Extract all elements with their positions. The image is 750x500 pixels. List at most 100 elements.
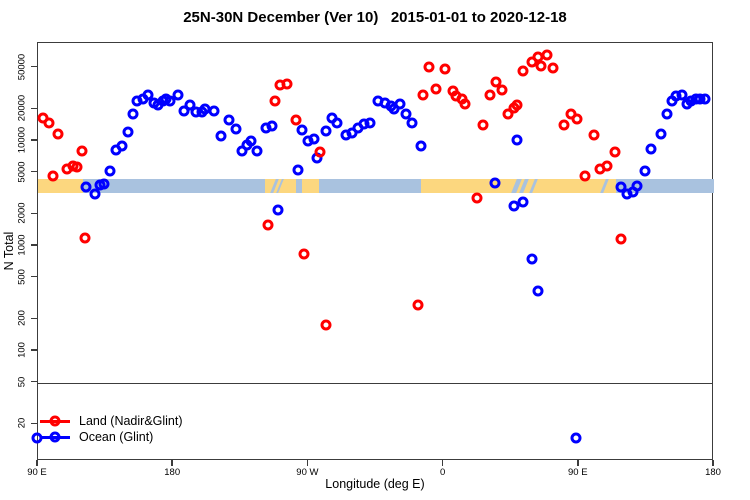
data-point-land bbox=[269, 95, 281, 107]
map-band-land-segment bbox=[38, 178, 84, 193]
data-point-ocean bbox=[331, 117, 343, 129]
data-point-land bbox=[588, 129, 600, 141]
y-axis-tick-label: 1000 bbox=[16, 234, 28, 256]
data-point-land bbox=[79, 232, 91, 244]
data-point-land bbox=[517, 65, 529, 77]
x-axis-tick bbox=[441, 460, 444, 466]
data-point-ocean bbox=[266, 120, 278, 132]
data-point-ocean bbox=[184, 99, 196, 111]
data-point-ocean bbox=[215, 130, 227, 142]
data-point-land bbox=[579, 170, 591, 182]
y-axis-tick-label: 50000 bbox=[16, 53, 28, 80]
legend-item-ocean: Ocean (Glint) bbox=[40, 429, 183, 445]
data-point-ocean bbox=[292, 164, 304, 176]
x-axis-tick-label: 180 bbox=[164, 467, 181, 478]
data-point-ocean bbox=[230, 123, 242, 135]
data-point-land bbox=[609, 146, 621, 158]
data-point-ocean bbox=[308, 133, 320, 145]
legend-land-label: Land (Nadir&Glint) bbox=[79, 414, 183, 428]
data-point-land bbox=[262, 219, 274, 231]
data-point-ocean bbox=[532, 285, 544, 297]
data-point-ocean bbox=[320, 125, 332, 137]
data-point-land bbox=[314, 146, 326, 158]
y-axis-tick-label: 2000 bbox=[16, 202, 28, 224]
data-point-ocean bbox=[406, 117, 418, 129]
legend-ocean-symbol bbox=[40, 431, 70, 443]
data-point-land bbox=[511, 99, 523, 111]
data-point-ocean bbox=[639, 165, 651, 177]
data-point-land bbox=[52, 128, 64, 140]
data-point-land bbox=[430, 83, 442, 95]
data-point-ocean bbox=[699, 93, 711, 105]
data-point-ocean bbox=[508, 200, 520, 212]
legend-land-circle-icon bbox=[49, 415, 61, 427]
data-point-ocean bbox=[80, 181, 92, 193]
data-point-ocean bbox=[164, 95, 176, 107]
data-point-land bbox=[412, 299, 424, 311]
legend-ocean-label: Ocean (Glint) bbox=[79, 430, 154, 444]
data-point-ocean bbox=[570, 432, 582, 443]
map-band-land-segment bbox=[302, 178, 319, 193]
data-point-ocean bbox=[251, 145, 263, 157]
data-point-ocean bbox=[98, 178, 110, 190]
data-point-ocean bbox=[122, 126, 134, 138]
data-point-ocean bbox=[142, 89, 154, 101]
y-axis-title: N Total bbox=[2, 231, 16, 271]
data-point-ocean bbox=[296, 124, 308, 136]
plot-area: Land (Nadir&Glint) Ocean (Glint) bbox=[31, 42, 714, 460]
x-axis-tick-label: 0 bbox=[439, 467, 446, 478]
data-point-ocean bbox=[208, 105, 220, 117]
data-point-ocean bbox=[272, 204, 284, 216]
y-axis-tick-label: 100 bbox=[16, 342, 28, 358]
data-point-ocean bbox=[517, 196, 529, 208]
data-point-ocean bbox=[655, 128, 667, 140]
data-point-ocean bbox=[645, 143, 657, 155]
chart-title: 25N-30N December (Ver 10) 2015-01-01 to … bbox=[183, 9, 567, 26]
data-point-land bbox=[496, 84, 508, 96]
x-axis-tick bbox=[577, 460, 579, 466]
data-point-ocean bbox=[116, 140, 128, 152]
data-point-land bbox=[439, 63, 451, 75]
x-axis-tick bbox=[306, 460, 309, 466]
data-point-land bbox=[547, 62, 559, 74]
data-point-ocean bbox=[172, 89, 184, 101]
data-point-ocean bbox=[511, 134, 523, 146]
reference-line bbox=[38, 382, 712, 385]
x-axis-tick-label: 90 E bbox=[27, 467, 47, 478]
x-axis-tick-label: 180 bbox=[705, 467, 721, 478]
legend-item-land: Land (Nadir&Glint) bbox=[40, 413, 183, 429]
data-point-land bbox=[601, 160, 613, 172]
data-point-ocean bbox=[89, 188, 101, 200]
data-point-land bbox=[484, 89, 496, 101]
y-axis-tick-label: 50 bbox=[16, 376, 28, 387]
data-point-ocean bbox=[127, 108, 139, 120]
data-point-land bbox=[290, 114, 302, 126]
data-point-ocean bbox=[394, 98, 406, 110]
data-point-land bbox=[477, 119, 489, 131]
data-point-ocean bbox=[178, 105, 190, 117]
data-point-ocean bbox=[415, 140, 427, 152]
data-point-ocean bbox=[245, 135, 257, 147]
legend: Land (Nadir&Glint) Ocean (Glint) bbox=[40, 413, 183, 445]
y-axis-tick-label: 200 bbox=[16, 310, 28, 327]
data-point-land bbox=[541, 49, 553, 61]
data-point-land bbox=[571, 113, 583, 125]
data-point-land bbox=[281, 78, 293, 90]
x-axis-tick bbox=[36, 460, 38, 466]
data-point-land bbox=[490, 76, 502, 88]
data-point-ocean bbox=[489, 177, 501, 189]
data-point-ocean bbox=[364, 117, 376, 129]
data-point-land bbox=[76, 145, 88, 157]
y-axis-tick-label: 20000 bbox=[16, 95, 28, 122]
data-point-land bbox=[423, 61, 435, 73]
legend-land-symbol bbox=[40, 415, 70, 427]
data-point-land bbox=[417, 89, 429, 101]
y-axis-tick-label: 5000 bbox=[16, 161, 28, 183]
data-point-land bbox=[558, 119, 570, 131]
x-axis-tick-label: 90 E bbox=[568, 467, 588, 478]
data-point-land bbox=[47, 170, 59, 182]
data-point-ocean bbox=[631, 180, 643, 192]
y-axis-tick-label: 20 bbox=[16, 418, 28, 429]
data-point-land bbox=[71, 161, 83, 173]
data-point-land bbox=[459, 98, 471, 110]
